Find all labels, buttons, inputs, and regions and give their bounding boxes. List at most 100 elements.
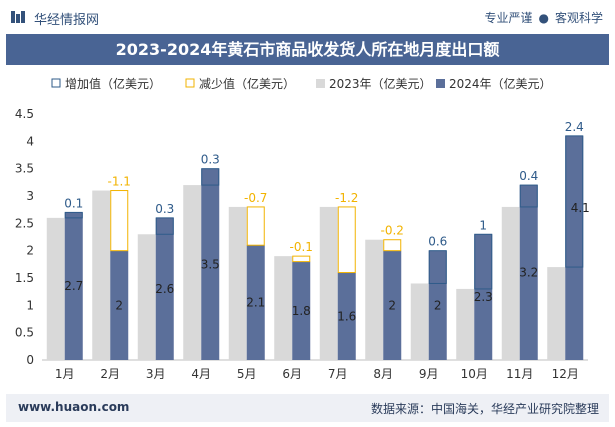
bar-2023 [456, 288, 475, 360]
bar-2023 [92, 190, 111, 360]
value-label: 1.8 [292, 304, 311, 318]
change-label: 0.1 [64, 196, 83, 210]
bar-2023 [228, 206, 247, 360]
change-label: 0.3 [201, 153, 220, 167]
value-label: 2.3 [474, 290, 493, 304]
decrease-box [110, 190, 129, 252]
change-label: 2.4 [565, 120, 584, 134]
change-label: 0.6 [428, 235, 447, 249]
bar-2023 [137, 234, 156, 360]
decrease-box [383, 239, 402, 252]
tagline-right: 客观科学 [554, 11, 603, 25]
change-label: -0.2 [381, 224, 404, 238]
bar-2023 [365, 239, 384, 360]
bar-chart: 增加值（亿美元） 减少值（亿美元） 2023年（亿美元） 2024年（亿美元） 0 0.5… [15, 76, 590, 381]
y-tick-label: 2.5 [15, 216, 34, 230]
increase-box [428, 250, 447, 284]
bar-2024 [565, 135, 584, 360]
legend-swatch [51, 78, 61, 88]
bar-2023 [274, 256, 293, 360]
value-label: 2.7 [64, 279, 83, 293]
bar-2024 [428, 250, 447, 360]
bar-2024 [292, 261, 311, 360]
bar-2024 [155, 217, 174, 360]
bar-2024 [519, 185, 538, 360]
bar-2024 [246, 245, 265, 360]
data-source: 数据来源：中国海关，华经产业研究院整理 [370, 402, 599, 416]
bar-2023 [319, 206, 338, 360]
legend-label: 减少值（亿美元） [199, 76, 295, 91]
increase-box [474, 233, 493, 290]
bar-2024 [474, 234, 493, 360]
change-label: -1.2 [335, 191, 358, 205]
y-tick-label: 1 [26, 298, 34, 312]
x-tick-label: 2月 [100, 367, 120, 381]
change-label: -0.7 [244, 191, 267, 205]
y-tick-label: 0.5 [15, 326, 34, 340]
legend-swatch [436, 79, 445, 88]
footer-bar: www.huaon.com 数据来源：中国海关，华经产业研究院整理 [6, 394, 609, 422]
bar-2023 [46, 217, 65, 360]
value-label: 2.1 [246, 296, 265, 310]
x-tick-label: 3月 [146, 367, 166, 381]
chart-title: 2023-2024年黄石市商品收发货人所在地月度出口额 [115, 40, 500, 59]
x-tick-label: 4月 [191, 367, 211, 381]
value-label: 3.2 [519, 266, 538, 280]
increase-box [565, 135, 584, 268]
y-tick-label: 3.5 [15, 162, 34, 176]
tagline: 专业严谨 ● 客观科学 [484, 9, 603, 26]
bar-2024 [383, 250, 402, 360]
value-label: 2 [434, 298, 442, 312]
x-tick-label: 8月 [373, 367, 393, 381]
value-label: 2 [115, 298, 123, 312]
value-label: 2 [388, 298, 396, 312]
y-tick-label: 1.5 [15, 271, 34, 285]
change-label: -1.1 [108, 175, 131, 189]
decrease-box [292, 255, 311, 263]
decrease-box [337, 206, 356, 274]
y-tick-label: 2 [26, 244, 34, 258]
change-label: -0.1 [290, 240, 313, 254]
bar-2024 [110, 250, 129, 360]
change-label: 1 [479, 218, 487, 232]
x-tick-label: 5月 [237, 367, 257, 381]
y-tick-label: 4 [26, 134, 34, 148]
decrease-box [246, 206, 265, 246]
value-label: 3.5 [201, 257, 220, 271]
change-label: 0.3 [155, 202, 174, 216]
value-label: 4.1 [571, 201, 590, 215]
bar-2023 [183, 185, 202, 360]
x-tick-label: 1月 [55, 367, 75, 381]
huajing-logo-icon [11, 11, 25, 23]
bar-2023 [501, 206, 520, 360]
legend-label: 2023年（亿美元） [329, 76, 432, 91]
increase-box [201, 168, 220, 186]
increase-box [155, 217, 174, 235]
x-tick-label: 6月 [282, 367, 302, 381]
x-tick-label: 11月 [506, 367, 533, 381]
bar-2024 [201, 168, 220, 360]
x-tick-label: 9月 [419, 367, 439, 381]
y-tick-label: 4.5 [15, 107, 34, 121]
value-label: 2.6 [155, 282, 174, 296]
y-tick-label: 0 [26, 353, 34, 367]
bar-2023 [547, 267, 566, 360]
increase-box [64, 211, 83, 219]
bar-2024 [64, 212, 83, 360]
bar-2023 [410, 283, 429, 360]
increase-box [519, 184, 538, 208]
title-bar: 2023-2024年黄石市商品收发货人所在地月度出口额 [6, 34, 609, 65]
y-tick-label: 3 [26, 189, 34, 203]
tagline-separator: ● [538, 11, 549, 25]
legend-label: 增加值（亿美元） [65, 76, 161, 91]
brand-name: 华经情报网 [34, 13, 100, 28]
legend-swatch [316, 79, 325, 88]
bar-2024 [337, 272, 356, 360]
x-tick-label: 10月 [461, 367, 488, 381]
x-tick-label: 7月 [328, 367, 348, 381]
change-label: 0.4 [519, 169, 538, 183]
top-bar: 华经情报网 专业严谨 ● 客观科学 [0, 0, 615, 34]
value-label: 1.6 [337, 309, 356, 323]
x-tick-label: 12月 [552, 367, 579, 381]
legend-label: 2024年（亿美元） [449, 76, 552, 91]
